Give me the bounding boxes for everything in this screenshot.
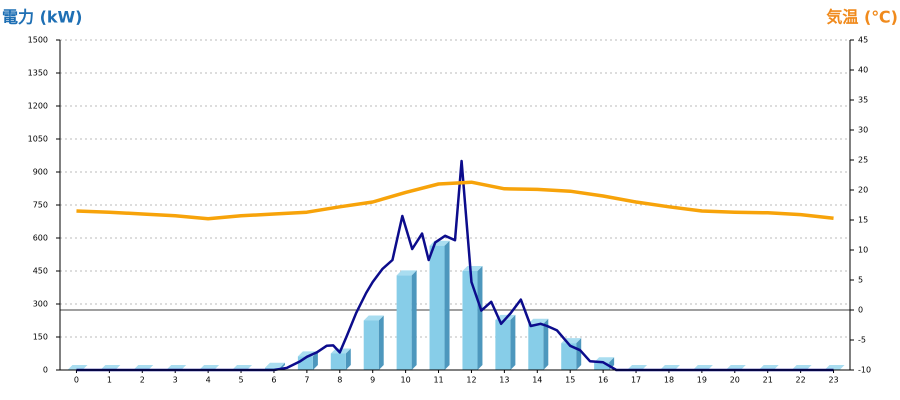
x-tick-label: 10 xyxy=(401,376,411,385)
x-tick-label: 9 xyxy=(370,376,375,385)
y-tick-label: 450 xyxy=(33,267,48,276)
x-tick-label: 13 xyxy=(499,376,509,385)
x-tick-label: 11 xyxy=(433,376,443,385)
y-tick-label: 0 xyxy=(43,366,48,375)
y-tick-label: 750 xyxy=(33,201,48,210)
bar-side xyxy=(444,240,450,370)
y2-tick-label: 30 xyxy=(858,126,868,135)
bar-side xyxy=(312,351,318,370)
bar xyxy=(429,245,445,370)
x-tick-label: 20 xyxy=(730,376,740,385)
y2-tick-label: -10 xyxy=(858,366,871,375)
bar-side xyxy=(477,266,483,370)
x-tick-label: 19 xyxy=(697,376,707,385)
y2-tick-label: 25 xyxy=(858,156,868,165)
bar-side xyxy=(510,314,516,370)
bar-top xyxy=(363,315,384,321)
y2-tick-label: 20 xyxy=(858,186,868,195)
x-tick-label: 14 xyxy=(532,376,542,385)
y2-tick-label: 35 xyxy=(858,96,868,105)
y-tick-label: 300 xyxy=(33,300,48,309)
x-tick-label: 23 xyxy=(828,376,838,385)
line xyxy=(76,159,834,372)
x-tick-label: 18 xyxy=(664,376,674,385)
x-tick-label: 22 xyxy=(796,376,806,385)
x-tick-label: 15 xyxy=(565,376,575,385)
x-tick-label: 7 xyxy=(304,376,309,385)
bar-side xyxy=(411,270,417,370)
x-tick-label: 1 xyxy=(107,376,112,385)
bar xyxy=(495,319,511,370)
bar-top xyxy=(396,270,417,276)
x-tick-label: 3 xyxy=(173,376,178,385)
bar-top xyxy=(462,266,483,271)
y-tick-label: 150 xyxy=(33,333,48,342)
bar xyxy=(594,362,610,370)
y2-tick-label: 5 xyxy=(858,276,863,285)
y-tick-label: 1200 xyxy=(28,102,48,111)
bar-side xyxy=(345,348,351,370)
bar-side xyxy=(543,318,549,370)
x-tick-label: 16 xyxy=(598,376,608,385)
y2-tick-label: 0 xyxy=(858,306,863,315)
bar-side xyxy=(378,315,384,370)
y-tick-label: 1050 xyxy=(28,135,48,144)
x-tick-label: 2 xyxy=(140,376,145,385)
bar-side xyxy=(576,338,582,370)
bar-top xyxy=(264,362,285,368)
x-tick-label: 12 xyxy=(466,376,476,385)
line xyxy=(76,180,834,221)
y-tick-label: 1350 xyxy=(28,69,48,78)
bar xyxy=(561,343,577,370)
bar xyxy=(330,353,346,370)
bar xyxy=(528,323,544,370)
y2-tick-label: 15 xyxy=(858,216,868,225)
y-tick-label: 1500 xyxy=(28,36,48,45)
x-tick-label: 0 xyxy=(74,376,79,385)
x-tick-label: 21 xyxy=(763,376,773,385)
x-tick-label: 17 xyxy=(631,376,641,385)
y-tick-label: 900 xyxy=(33,168,48,177)
bar xyxy=(363,320,379,370)
x-tick-label: 4 xyxy=(206,376,211,385)
x-tick-label: 8 xyxy=(337,376,342,385)
bar xyxy=(462,271,478,370)
bar xyxy=(396,275,412,370)
y-tick-label: 600 xyxy=(33,234,48,243)
y2-tick-label: 10 xyxy=(858,246,868,255)
y-axis-label: 電力 (kW) xyxy=(2,8,83,27)
y2-tick-label: 40 xyxy=(858,66,868,75)
y2-tick-label: 45 xyxy=(858,36,868,45)
bar-top xyxy=(528,318,549,324)
x-tick-label: 5 xyxy=(238,376,243,385)
x-tick-label: 6 xyxy=(271,376,276,385)
y2-axis-label: 気温 (℃) xyxy=(826,8,898,27)
y2-tick-label: -5 xyxy=(858,336,866,345)
